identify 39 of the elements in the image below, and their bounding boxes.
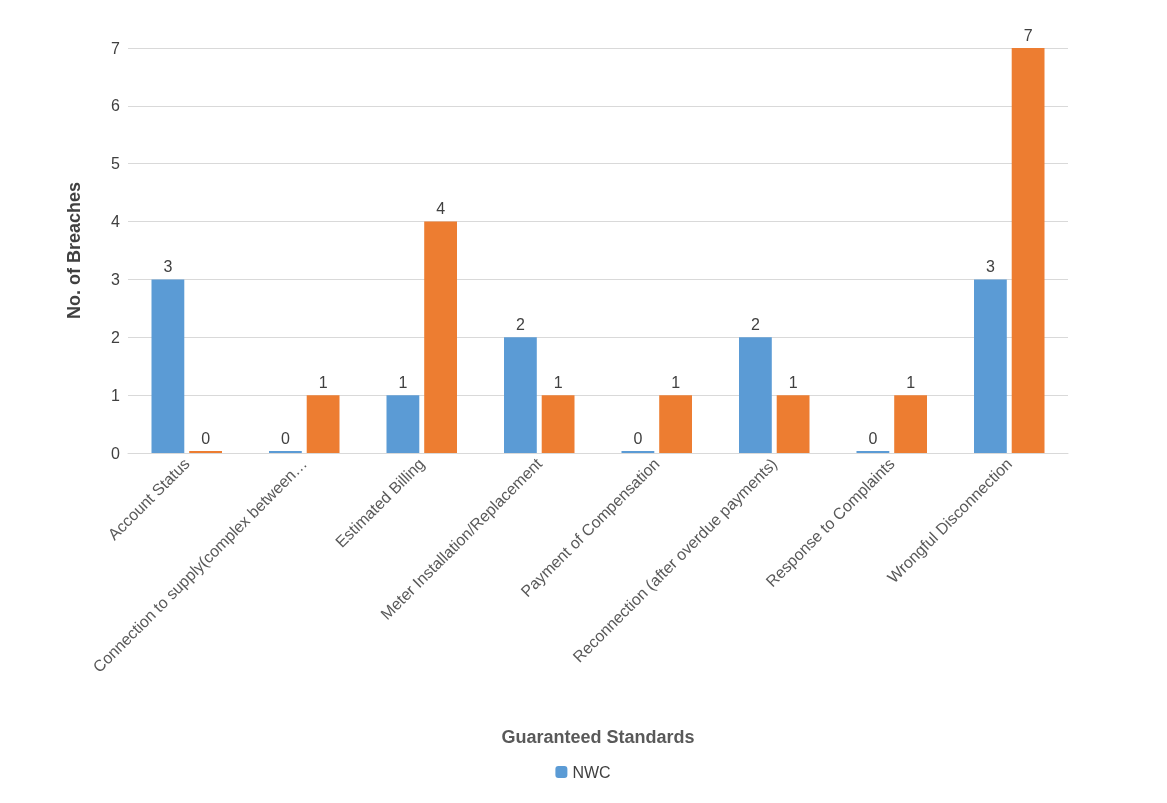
bar bbox=[386, 395, 420, 453]
data-label: 2 bbox=[750, 315, 760, 333]
y-tick-label: 6 bbox=[111, 97, 121, 115]
bar bbox=[504, 337, 537, 453]
bar bbox=[424, 221, 457, 453]
bar bbox=[974, 279, 1007, 453]
bar bbox=[739, 337, 772, 453]
y-tick-label: 3 bbox=[111, 270, 121, 288]
data-label: 4 bbox=[436, 200, 446, 218]
y-tick-label: 7 bbox=[111, 39, 121, 57]
legend-label: NWC bbox=[572, 763, 611, 781]
data-label: 1 bbox=[318, 373, 328, 391]
data-label: 1 bbox=[906, 373, 916, 391]
data-label: 0 bbox=[868, 429, 878, 447]
y-tick-label: 2 bbox=[111, 328, 121, 346]
bar bbox=[659, 395, 692, 453]
y-tick-label: 4 bbox=[111, 213, 121, 231]
bar bbox=[1011, 48, 1045, 453]
y-tick-label: 5 bbox=[111, 155, 121, 173]
data-label: 2 bbox=[515, 315, 525, 333]
data-label: 3 bbox=[163, 257, 173, 275]
bar bbox=[776, 395, 810, 453]
bar bbox=[541, 395, 575, 453]
data-label: 3 bbox=[985, 257, 995, 275]
data-label: 0 bbox=[280, 429, 290, 447]
y-tick-label: 1 bbox=[111, 386, 121, 404]
y-tick-label: 0 bbox=[111, 444, 121, 462]
data-label: 1 bbox=[398, 373, 408, 391]
bar bbox=[894, 395, 927, 453]
bar bbox=[151, 279, 185, 453]
x-axis-title: Guaranteed Standards bbox=[501, 727, 695, 747]
y-axis-title: No. of Breaches bbox=[64, 181, 84, 320]
data-label: 0 bbox=[201, 429, 211, 447]
data-label: 0 bbox=[633, 429, 643, 447]
bar bbox=[306, 395, 340, 453]
data-label: 7 bbox=[1023, 26, 1033, 44]
data-label: 1 bbox=[671, 373, 681, 391]
data-label: 1 bbox=[553, 373, 563, 391]
data-label: 1 bbox=[788, 373, 798, 391]
